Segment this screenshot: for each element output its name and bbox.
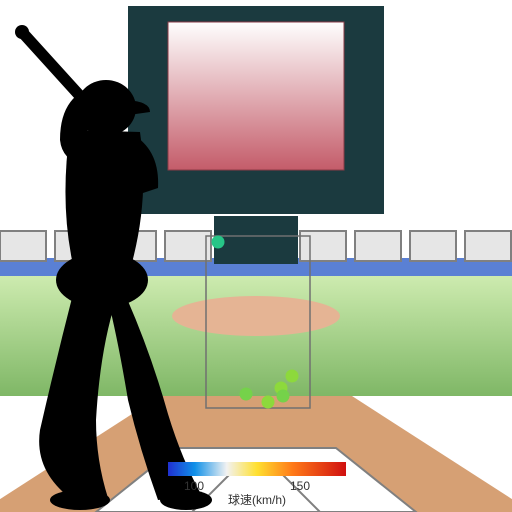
pitch-marker: [286, 370, 298, 382]
pitch-marker: [262, 396, 274, 408]
pitch-marker: [212, 236, 224, 248]
pitch-marker: [240, 388, 252, 400]
pitch-location-diagram: 100 150 球速(km/h): [0, 0, 512, 512]
legend-gradient-bar: [168, 462, 346, 476]
scoreboard-screen: [168, 22, 344, 170]
legend-label: 球速(km/h): [228, 493, 286, 507]
pitchers-mound: [172, 296, 340, 336]
legend-tick: 150: [290, 479, 310, 493]
pitch-marker: [277, 390, 289, 402]
scoreboard-post: [214, 216, 298, 264]
legend-tick: 100: [184, 479, 204, 493]
